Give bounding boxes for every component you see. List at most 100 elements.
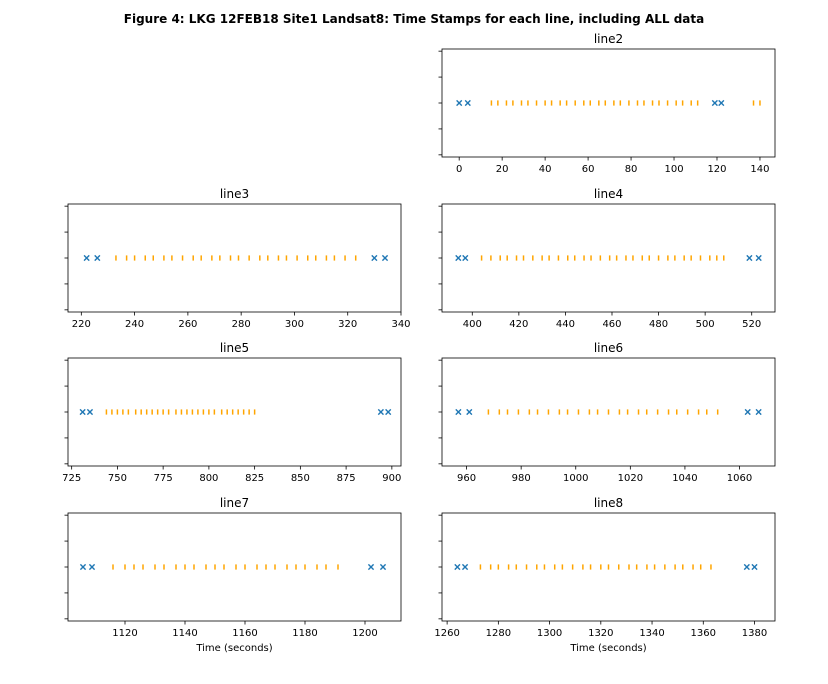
x-tick-label: 0 bbox=[456, 164, 462, 175]
x-marker-point bbox=[377, 408, 384, 416]
x-tick-label: 520 bbox=[742, 319, 761, 330]
x-marker-stroke bbox=[367, 563, 375, 571]
x-marker-stroke bbox=[94, 254, 101, 262]
x-tick-label: 1200 bbox=[352, 628, 377, 639]
x-marker-stroke bbox=[456, 99, 463, 107]
x-tick-label: 80 bbox=[625, 164, 638, 175]
panel-title: line2 bbox=[594, 32, 623, 46]
x-marker-point bbox=[464, 99, 471, 107]
panel-title: line5 bbox=[220, 341, 249, 355]
x-marker-stroke bbox=[379, 563, 387, 571]
x-tick-label: 340 bbox=[391, 319, 410, 330]
x-marker-stroke bbox=[744, 408, 751, 416]
x-tick-label: 1380 bbox=[742, 628, 767, 639]
x-tick-label: 480 bbox=[649, 319, 668, 330]
x-tick-label: 280 bbox=[232, 319, 251, 330]
figure-title: Figure 4: LKG 12FEB18 Site1 Landsat8: Ti… bbox=[123, 12, 705, 26]
x-tick-label: 220 bbox=[72, 319, 91, 330]
x-axis-label: Time (seconds) bbox=[195, 643, 272, 654]
x-marker-point bbox=[711, 99, 718, 107]
x-marker-stroke bbox=[454, 563, 461, 571]
x-marker-stroke bbox=[455, 408, 462, 416]
line4-panel: line4 400 420 440 460 480 500 520 bbox=[438, 187, 776, 330]
x-tick-label: 1020 bbox=[618, 473, 643, 484]
x-tick-label: 1120 bbox=[112, 628, 137, 639]
x-marker-stroke bbox=[88, 563, 96, 571]
x-tick-label: 1180 bbox=[292, 628, 317, 639]
x-marker-point bbox=[367, 563, 375, 571]
x-marker-stroke bbox=[385, 408, 392, 416]
x-tick-label: 1340 bbox=[639, 628, 664, 639]
x-tick-label: 60 bbox=[582, 164, 595, 175]
x-marker-stroke bbox=[755, 254, 762, 262]
x-marker-stroke bbox=[461, 563, 469, 571]
x-marker-stroke bbox=[711, 99, 718, 107]
x-tick-label: 120 bbox=[707, 164, 726, 175]
x-tick-label: 500 bbox=[696, 319, 715, 330]
x-tick-label: 100 bbox=[664, 164, 683, 175]
line3-panel: line3 220 240 260 280 300 320 340 bbox=[64, 187, 411, 330]
x-tick-label: 300 bbox=[285, 319, 304, 330]
x-tick-label: 750 bbox=[108, 473, 127, 484]
x-marker-stroke bbox=[377, 408, 384, 416]
x-tick-label: 1320 bbox=[588, 628, 613, 639]
x-marker-point bbox=[462, 254, 469, 262]
panel-title: line7 bbox=[220, 496, 249, 510]
x-marker-stroke bbox=[464, 99, 471, 107]
x-marker-stroke bbox=[86, 408, 94, 416]
x-tick-label: 1040 bbox=[672, 473, 697, 484]
x-marker-point bbox=[379, 563, 387, 571]
x-tick-label: 900 bbox=[382, 473, 401, 484]
line6-panel: line6 960 980 1000 1020 1040 1060 bbox=[438, 341, 776, 484]
x-tick-label: 1000 bbox=[563, 473, 588, 484]
line5-panel: line5 725 750 775 800 825 850 875 900 bbox=[62, 341, 402, 484]
x-tick-label: 240 bbox=[125, 319, 144, 330]
panel-title: line4 bbox=[594, 187, 623, 201]
x-tick-label: 1060 bbox=[727, 473, 752, 484]
x-tick-label: 775 bbox=[154, 473, 173, 484]
x-marker-point bbox=[743, 563, 750, 571]
x-marker-stroke bbox=[751, 563, 758, 571]
x-tick-label: 1160 bbox=[232, 628, 257, 639]
x-marker-point bbox=[755, 254, 762, 262]
x-marker-stroke bbox=[83, 254, 90, 262]
x-marker-stroke bbox=[743, 563, 750, 571]
x-marker-point bbox=[94, 254, 101, 262]
x-tick-label: 420 bbox=[509, 319, 528, 330]
x-marker-point bbox=[746, 254, 753, 262]
plot-frame bbox=[441, 203, 776, 313]
x-marker-point bbox=[744, 408, 751, 416]
x-tick-label: 1360 bbox=[691, 628, 716, 639]
x-tick-label: 960 bbox=[457, 473, 476, 484]
x-marker-stroke bbox=[746, 254, 753, 262]
x-marker-point bbox=[385, 408, 392, 416]
x-marker-point bbox=[718, 99, 725, 107]
x-marker-stroke bbox=[466, 408, 473, 416]
x-marker-point bbox=[751, 563, 758, 571]
x-marker-stroke bbox=[79, 408, 86, 416]
x-marker-point bbox=[79, 408, 86, 416]
x-tick-label: 1140 bbox=[172, 628, 197, 639]
x-tick-label: 400 bbox=[463, 319, 482, 330]
x-marker-stroke bbox=[371, 254, 378, 262]
x-marker-stroke bbox=[462, 254, 469, 262]
x-tick-label: 850 bbox=[291, 473, 310, 484]
x-marker-point bbox=[371, 254, 378, 262]
x-tick-label: 875 bbox=[337, 473, 356, 484]
x-tick-label: 440 bbox=[556, 319, 575, 330]
panel-title: line3 bbox=[220, 187, 249, 201]
plot-frame bbox=[67, 203, 402, 313]
x-marker-point bbox=[454, 563, 461, 571]
x-marker-stroke bbox=[455, 254, 462, 262]
x-tick-label: 825 bbox=[245, 473, 264, 484]
x-marker-stroke bbox=[755, 408, 762, 416]
x-marker-point bbox=[755, 408, 762, 416]
x-marker-point bbox=[455, 254, 462, 262]
line2-panel: line2 0 20 40 60 80 100 120 140 bbox=[438, 32, 776, 175]
x-tick-label: 1260 bbox=[434, 628, 459, 639]
x-tick-label: 140 bbox=[750, 164, 769, 175]
x-tick-label: 260 bbox=[178, 319, 197, 330]
x-marker-point bbox=[86, 408, 94, 416]
x-marker-point bbox=[455, 408, 462, 416]
